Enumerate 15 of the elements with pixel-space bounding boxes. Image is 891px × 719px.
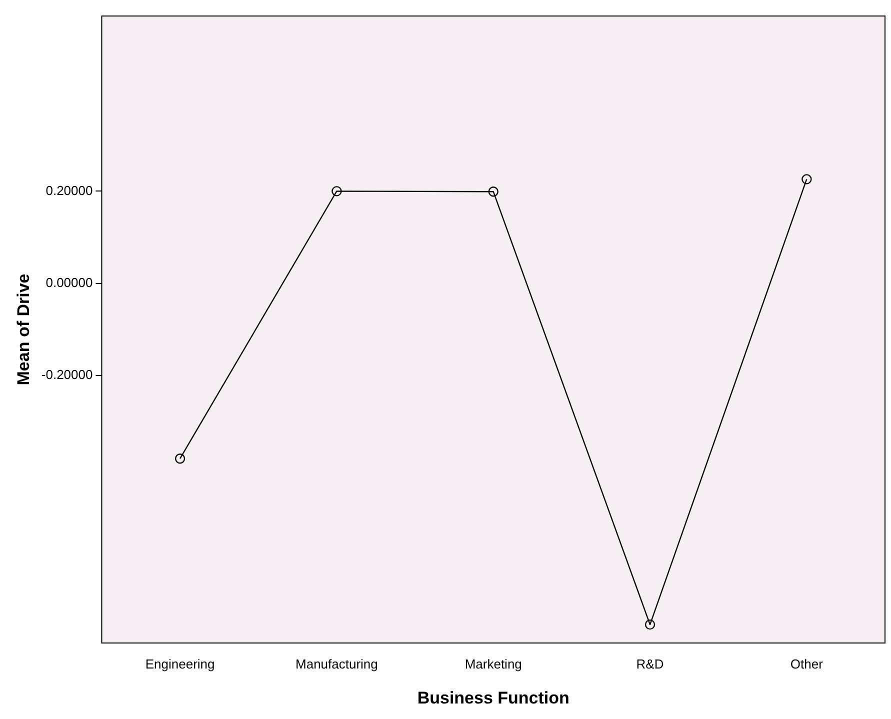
point xyxy=(644,619,656,630)
x-tick-label: R&D xyxy=(636,656,664,672)
x-axis-title: Business Function xyxy=(417,688,570,708)
y-tick-label: 0.00000 xyxy=(46,274,93,290)
x-tick-label: Marketing xyxy=(464,656,522,672)
x-tick-label: Engineering xyxy=(145,656,215,672)
point xyxy=(802,174,812,184)
y-tick-label: -0.20000 xyxy=(41,367,93,382)
x-tick-label: Other xyxy=(790,656,824,672)
x-tick-label: Manufacturing xyxy=(296,656,378,672)
point xyxy=(174,453,186,464)
point xyxy=(332,186,342,196)
y-tick-label: 0.20000 xyxy=(46,182,93,198)
point xyxy=(488,186,498,197)
y-axis-title: Mean of Drive xyxy=(14,274,33,386)
